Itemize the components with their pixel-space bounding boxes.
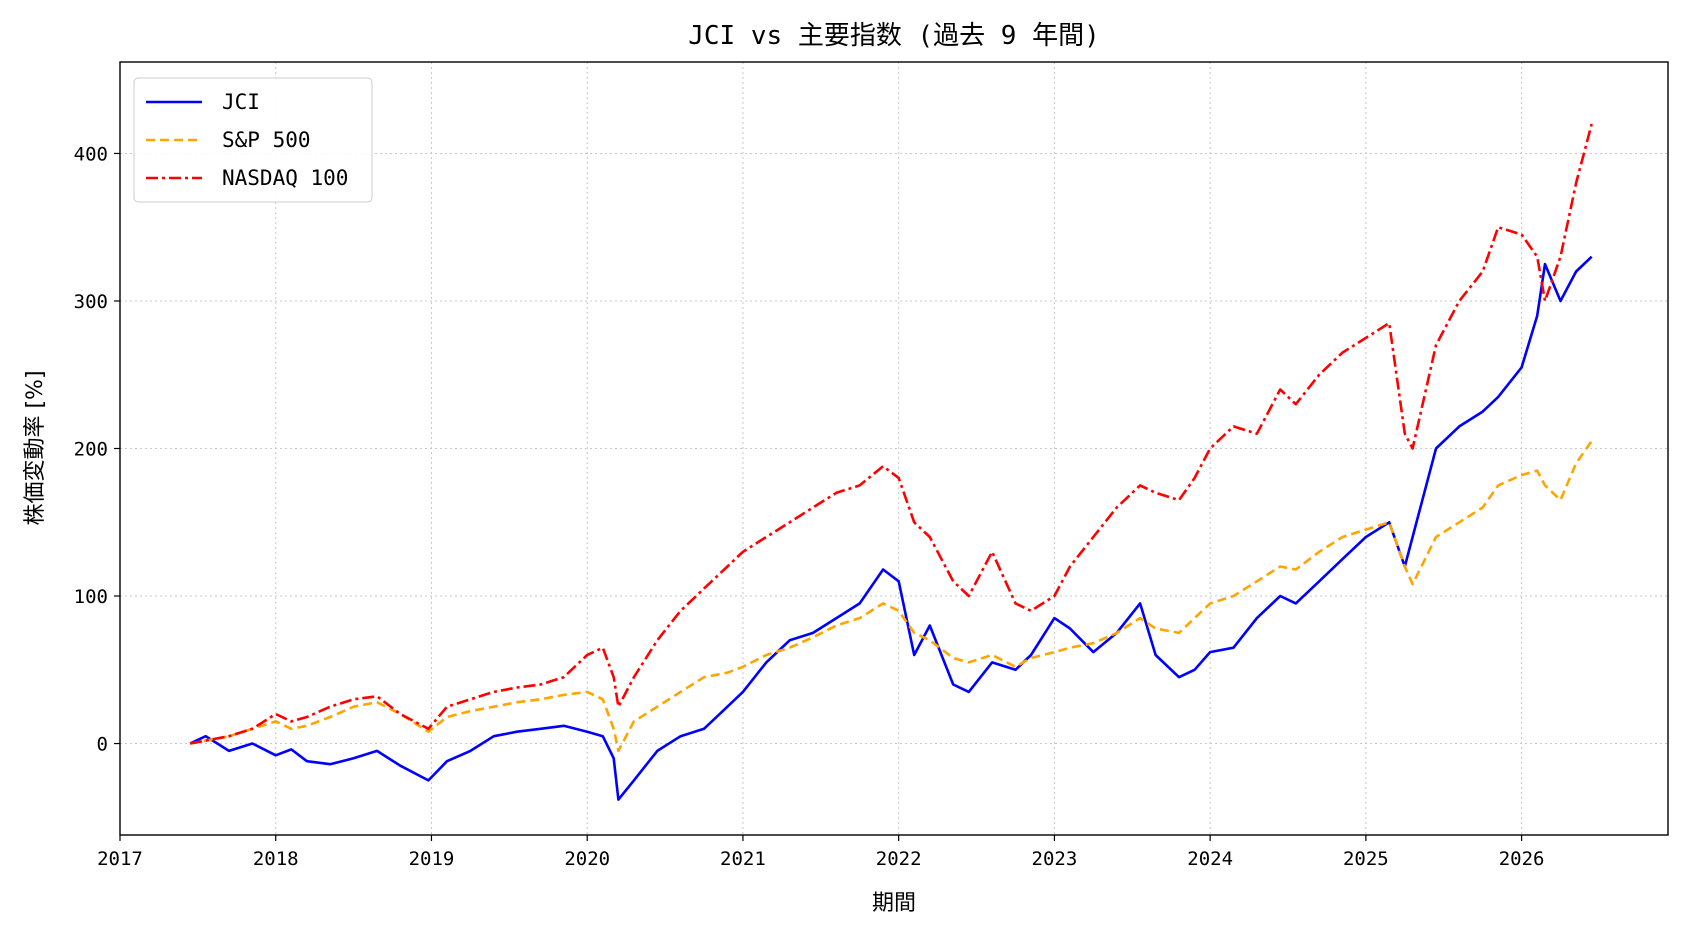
x-tick-label: 2020 [564,848,610,870]
x-tick-label: 2023 [1032,848,1078,870]
y-axis-title: 株価変動率 [%] [23,370,48,525]
y-tick-label: 300 [74,291,108,313]
tick-layer: 2017 2018 2019 2020 2021 2022 2023 2024 2025 2026… [74,143,1545,870]
series-line-1 [189,440,1593,753]
x-tick-label: 2019 [409,848,455,870]
series-line-2 [189,123,1593,745]
x-tick-label: 2026 [1499,848,1545,870]
legend-label-2: NASDAQ 100 [222,166,348,190]
x-tick-label: 2022 [876,848,922,870]
y-tick-label: 200 [74,439,108,461]
x-tick-label: 2024 [1187,848,1233,870]
y-tick-label: 400 [74,143,108,165]
legend-label-1: S&P 500 [222,128,311,152]
x-tick-label: 2018 [253,848,299,870]
chart-title: JCI vs 主要指数 (過去 9 年間) [688,21,1100,51]
y-tick-label: 0 [97,734,108,756]
series-line-0 [189,255,1593,801]
series-layer [189,123,1593,801]
x-tick-label: 2017 [97,848,143,870]
x-axis-title: 期間 [872,891,916,916]
x-tick-label: 2025 [1343,848,1389,870]
y-tick-label: 100 [74,586,108,608]
legend-box [133,77,373,203]
legend: JCI S&P 500 NASDAQ 100 [133,77,373,203]
legend-label-0: JCI [222,90,260,114]
x-tick-label: 2021 [720,848,766,870]
